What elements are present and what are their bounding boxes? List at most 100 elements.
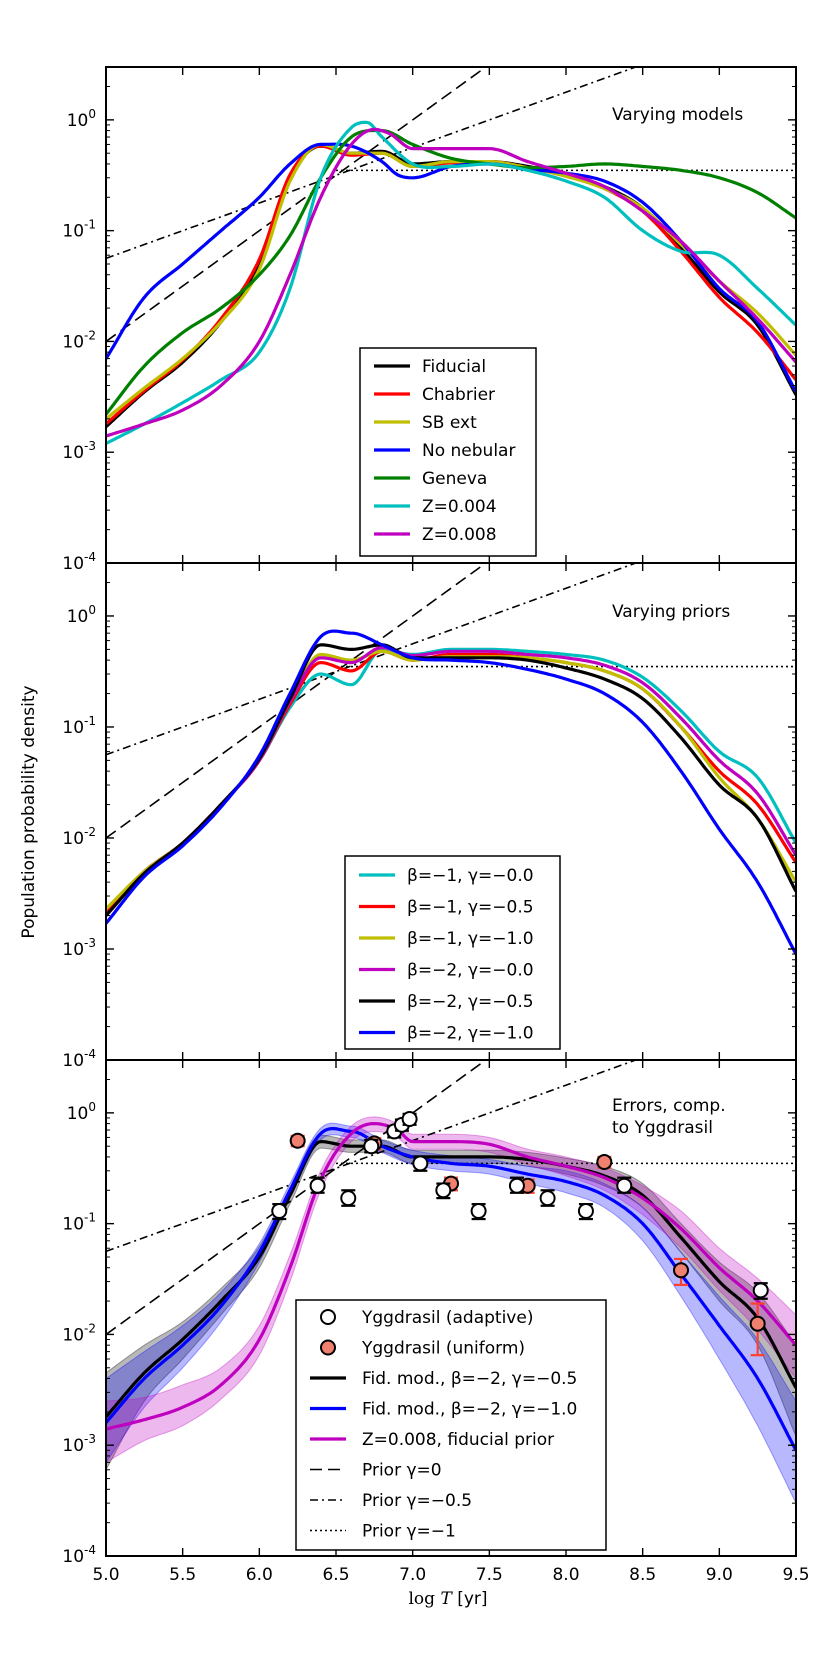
x-tick-label: 5.5 xyxy=(169,1565,196,1585)
x-tick-label: 9.5 xyxy=(782,1565,809,1585)
svg-text:β=−2, γ=−1.0: β=−2, γ=−1.0 xyxy=(407,1024,534,1044)
data-point-adaptive xyxy=(577,1203,594,1221)
legend-entry: No nebular xyxy=(374,441,515,461)
panel-frame xyxy=(105,1059,797,1557)
panel-3: 100 10-1 10-2 10-3 10-45.0 5.5 6.0 6.5 7.0 7.5 8.0… xyxy=(62,1059,810,1585)
data-point-adaptive xyxy=(309,1176,326,1194)
y-tick-label: 10-4 xyxy=(62,550,96,574)
panel-title: Varying priors xyxy=(612,602,730,622)
data-point-adaptive xyxy=(363,1138,380,1155)
y-tick-label: 10-4 xyxy=(62,1047,96,1071)
data-point-uniform xyxy=(749,1302,766,1357)
y-tick-label: 10-2 xyxy=(62,825,96,849)
legend-entry: Fid. mod., β=−2, γ=−0.5 xyxy=(310,1369,577,1389)
legend-entry: β=−1, γ=−0.0 xyxy=(359,866,534,886)
svg-text:β=−2, γ=−0.5: β=−2, γ=−0.5 xyxy=(407,992,534,1012)
y-tick-label: 10-3 xyxy=(62,439,96,463)
prior-line-dashed xyxy=(106,1060,488,1336)
series-line--2-1-0 xyxy=(106,629,796,955)
series-line--2-0-5 xyxy=(106,643,796,917)
data-point-adaptive xyxy=(752,1282,769,1300)
x-tick-label: 8.0 xyxy=(552,1565,579,1585)
legend-entry: SB ext xyxy=(374,413,477,433)
svg-text:Fid. mod., β=−2, γ=−0.5: Fid. mod., β=−2, γ=−0.5 xyxy=(362,1369,577,1389)
svg-text:Varying models: Varying models xyxy=(612,105,743,125)
legend-entry: β=−2, γ=−0.5 xyxy=(359,992,534,1012)
data-point-adaptive xyxy=(616,1176,633,1194)
prior-line-dashdot xyxy=(106,1060,639,1253)
series-line-z-0-008 xyxy=(106,127,796,438)
legend-entry: Prior γ=−0.5 xyxy=(310,1491,472,1511)
series-line-z-0-004 xyxy=(106,120,796,445)
prior-line-dashdot xyxy=(106,563,639,756)
y-tick-label: 10-1 xyxy=(62,1211,96,1235)
data-point-uniform xyxy=(596,1154,613,1171)
legend-entry: β=−1, γ=−1.0 xyxy=(359,929,534,949)
svg-text:SB ext: SB ext xyxy=(422,413,477,433)
series-line-geneva xyxy=(106,128,796,416)
svg-text:β=−1, γ=−0.5: β=−1, γ=−0.5 xyxy=(407,898,534,918)
legend-entry: β=−1, γ=−0.5 xyxy=(359,898,534,918)
y-tick-label: 100 xyxy=(67,107,96,131)
panel-1: 100 10-1 10-2 10-3 10-4 Varying models Fiducia… xyxy=(62,66,797,574)
legend-entry: Z=0.008, fiducial prior xyxy=(310,1430,554,1450)
svg-text:No nebular: No nebular xyxy=(422,441,515,461)
plot-area xyxy=(106,67,796,445)
svg-text:Errors, comp.: Errors, comp. xyxy=(612,1096,726,1116)
plot-area xyxy=(106,563,796,955)
data-point-adaptive xyxy=(508,1176,525,1194)
svg-text:Geneva: Geneva xyxy=(422,469,487,489)
svg-text:Prior γ=−0.5: Prior γ=−0.5 xyxy=(362,1491,472,1511)
series-line-fid-mod-2-0-5 xyxy=(106,1140,796,1418)
data-point-adaptive xyxy=(435,1182,452,1200)
series-line-sb-ext xyxy=(106,142,796,421)
band-z-0-008-fiducial-prior xyxy=(106,1116,796,1463)
svg-text:Prior γ=0: Prior γ=0 xyxy=(362,1461,442,1481)
svg-text:Yggdrasil (uniform): Yggdrasil (uniform) xyxy=(361,1339,525,1359)
legend: Fiducial Chabrier SB ext No nebular Geneva Z=… xyxy=(359,347,537,557)
y-tick-label: 100 xyxy=(67,1100,96,1124)
svg-text:Varying priors: Varying priors xyxy=(612,602,730,622)
data-point-adaptive xyxy=(271,1203,288,1221)
y-tick-label: 10-1 xyxy=(62,714,96,738)
svg-text:Z=0.008, fiducial prior: Z=0.008, fiducial prior xyxy=(362,1430,554,1450)
panel-title: Varying models xyxy=(612,105,743,125)
y-tick-label: 10-3 xyxy=(62,936,96,960)
plot-area xyxy=(106,1060,796,1504)
prior-line-dashed xyxy=(106,563,488,839)
legend-entry: Chabrier xyxy=(374,385,495,405)
svg-text:to Yggdrasil: to Yggdrasil xyxy=(612,1118,713,1138)
svg-text:β=−2, γ=−0.0: β=−2, γ=−0.0 xyxy=(407,961,534,981)
svg-text:Z=0.008: Z=0.008 xyxy=(422,525,497,545)
legend-entry: Z=0.004 xyxy=(374,497,497,517)
data-point-adaptive xyxy=(401,1111,418,1128)
x-tick-label: 9.0 xyxy=(706,1565,733,1585)
y-tick-label: 10-2 xyxy=(62,328,96,352)
legend-entry: Prior γ=−1 xyxy=(310,1522,456,1542)
x-axis-label-var: T xyxy=(440,1589,453,1609)
x-tick-label: 8.5 xyxy=(629,1565,656,1585)
legend-entry: Prior γ=0 xyxy=(310,1461,442,1481)
prior-line-dashdot xyxy=(106,67,639,260)
legend-entry: β=−2, γ=−0.0 xyxy=(359,961,534,981)
legend: β=−1, γ=−0.0 β=−1, γ=−0.5 β=−1, γ=−1.0 β=−2… xyxy=(344,855,561,1050)
data-point-uniform xyxy=(289,1132,306,1149)
svg-text:β=−1, γ=−1.0: β=−1, γ=−1.0 xyxy=(407,929,534,949)
series-line-z-0-008-fiducial-prior xyxy=(106,1122,796,1431)
x-axis-label: log T [yr] xyxy=(408,1589,487,1609)
x-tick-label: 6.5 xyxy=(322,1565,349,1585)
legend-entry: Fid. mod., β=−2, γ=−1.0 xyxy=(310,1400,577,1420)
svg-text:Fid. mod., β=−2, γ=−1.0: Fid. mod., β=−2, γ=−1.0 xyxy=(362,1400,577,1420)
data-point-uniform xyxy=(673,1257,689,1286)
legend-entry: Geneva xyxy=(374,469,487,489)
data-point-adaptive xyxy=(539,1189,556,1207)
data-point-adaptive xyxy=(470,1203,487,1221)
y-tick-label: 100 xyxy=(67,603,96,627)
x-axis-label-pre: log xyxy=(408,1589,440,1609)
legend-entry: Fiducial xyxy=(374,357,486,377)
x-tick-label: 6.0 xyxy=(246,1565,273,1585)
svg-text:β=−1, γ=−0.0: β=−1, γ=−0.0 xyxy=(407,866,534,886)
prior-line-dashed xyxy=(106,67,488,343)
panel-2: 100 10-1 10-2 10-3 10-4 Varying priors β=−1, γ… xyxy=(62,562,797,1071)
